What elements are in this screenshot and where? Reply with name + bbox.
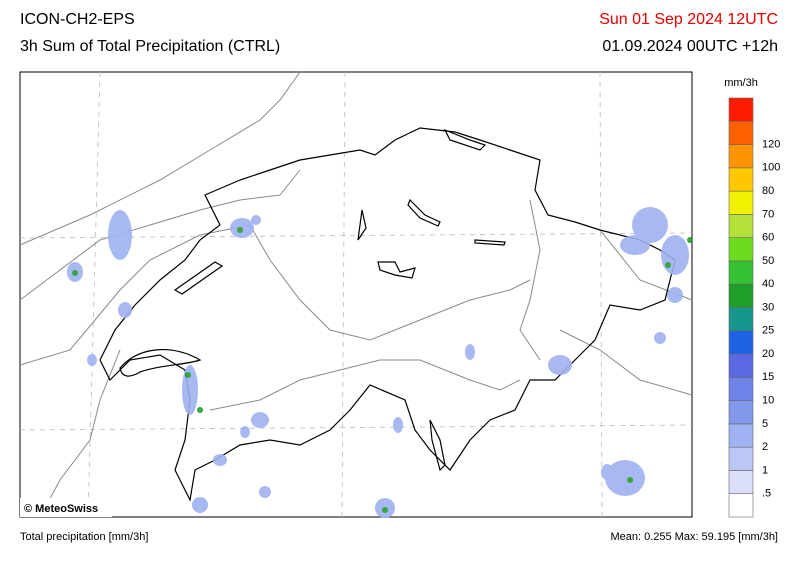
colorbar-swatch: [728, 283, 754, 308]
colorbar-swatch: [728, 307, 754, 332]
colorbar-label: .5: [762, 488, 771, 500]
credit-box: [20, 498, 112, 517]
borders: [19, 71, 693, 518]
colorbar-label: 15: [762, 371, 774, 383]
precipitation: [67, 207, 693, 518]
colorbar-label: 30: [762, 301, 774, 313]
colorbar-swatch: [728, 423, 754, 448]
credit: © MeteoSwiss: [24, 503, 98, 515]
colorbar-swatch: [728, 97, 754, 122]
colorbar-label: 60: [762, 232, 774, 244]
footer-label: Total precipitation [mm/3h]: [20, 531, 148, 543]
colorbar-swatch: [728, 144, 754, 169]
colorbar-label: 80: [762, 185, 774, 197]
colorbar-label: 100: [762, 162, 780, 174]
colorbar-label: 120: [762, 138, 780, 150]
colorbar-swatch: [728, 377, 754, 401]
colorbar-swatch: [728, 237, 754, 262]
colorbar-swatch: [728, 190, 754, 215]
colorbar-swatch: [728, 493, 754, 518]
run-time: 01.09.2024 00UTC +12h: [602, 38, 778, 55]
map: © MeteoSwiss: [19, 71, 693, 518]
colorbar-label: 2: [762, 441, 768, 453]
colorbar-label: 20: [762, 348, 774, 360]
map-frame: [19, 71, 693, 518]
colorbar-label: 1: [762, 464, 768, 476]
colorbar-label: 50: [762, 255, 774, 267]
lakes: [119, 128, 506, 472]
colorbar-unit: mm/3h: [724, 77, 758, 89]
colorbar-swatch: [728, 470, 754, 495]
product-name: 3h Sum of Total Precipitation (CTRL): [20, 38, 280, 55]
colorbar-label: 10: [762, 395, 774, 407]
graticule: [19, 71, 693, 518]
colorbar-swatch: [728, 353, 754, 378]
colorbar-swatch: [728, 330, 754, 355]
colorbar-swatch: [728, 214, 754, 238]
colorbar-swatch: [728, 260, 754, 285]
country-border: [99, 127, 676, 502]
colorbar-swatch: [728, 400, 754, 425]
colorbar-label: 5: [762, 418, 768, 430]
colorbar-swatch: [728, 167, 754, 192]
valid-time: Sun 01 Sep 2024 12UTC: [599, 11, 778, 28]
colorbar-label: 40: [762, 278, 774, 290]
colorbar-label: 70: [762, 208, 774, 220]
footer-stats: Mean: 0.255 Max: 59.195 [mm/3h]: [610, 531, 778, 543]
colorbar-label: 25: [762, 325, 774, 337]
model-name: ICON-CH2-EPS: [20, 11, 135, 28]
colorbar-swatch: [728, 446, 754, 471]
colorbar-swatch: [728, 120, 754, 145]
